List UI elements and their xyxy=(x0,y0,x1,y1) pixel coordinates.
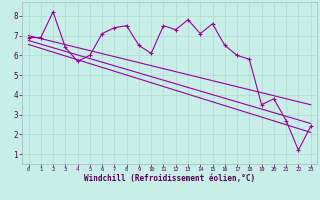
X-axis label: Windchill (Refroidissement éolien,°C): Windchill (Refroidissement éolien,°C) xyxy=(84,174,255,183)
